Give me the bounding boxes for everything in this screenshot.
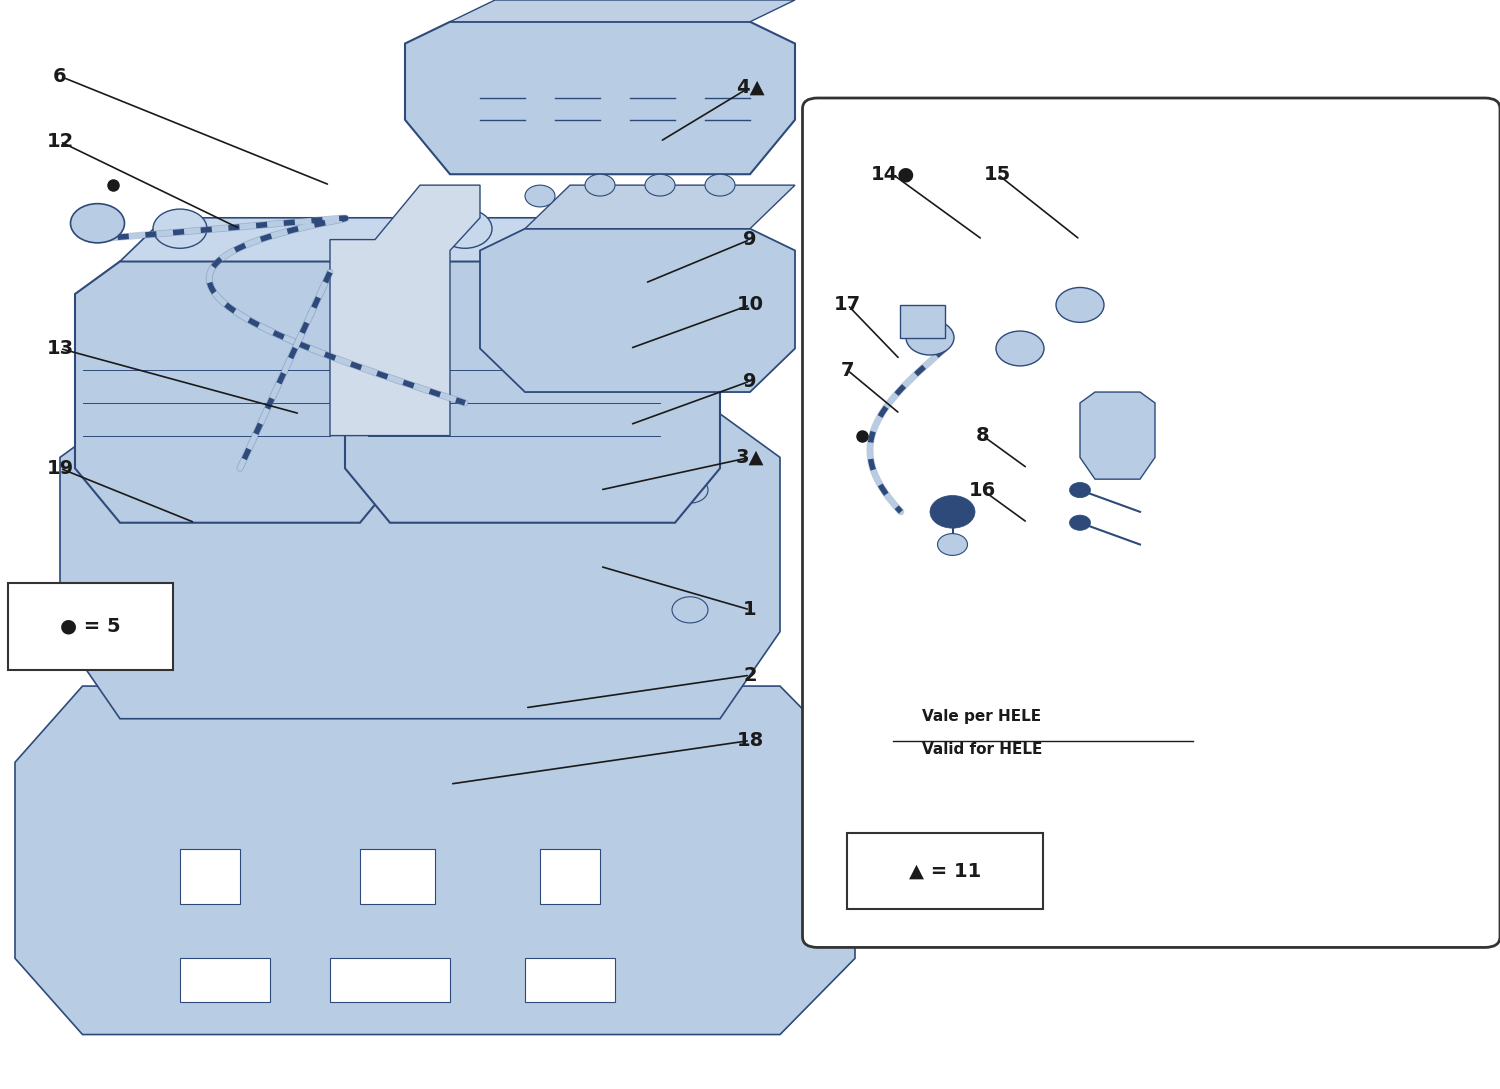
Circle shape — [672, 597, 708, 623]
Circle shape — [672, 477, 708, 503]
FancyBboxPatch shape — [8, 583, 172, 670]
Text: 8: 8 — [975, 426, 990, 445]
Polygon shape — [180, 958, 270, 1002]
Text: 9: 9 — [744, 371, 756, 391]
Text: 18: 18 — [736, 731, 764, 750]
Text: 9: 9 — [744, 230, 756, 249]
Circle shape — [996, 331, 1044, 366]
Text: Vale per HELE: Vale per HELE — [922, 709, 1041, 724]
Circle shape — [153, 209, 207, 248]
FancyBboxPatch shape — [802, 98, 1500, 947]
Circle shape — [906, 320, 954, 355]
Polygon shape — [405, 22, 795, 174]
Text: 17: 17 — [834, 295, 861, 315]
Polygon shape — [345, 261, 720, 523]
Polygon shape — [480, 229, 795, 392]
Circle shape — [603, 209, 657, 248]
Polygon shape — [330, 958, 450, 1002]
Circle shape — [1070, 515, 1090, 530]
Text: 15: 15 — [984, 164, 1011, 184]
Circle shape — [930, 495, 975, 528]
Text: 7: 7 — [840, 360, 854, 380]
Polygon shape — [390, 218, 720, 261]
Polygon shape — [1080, 392, 1155, 479]
Polygon shape — [60, 414, 780, 719]
Polygon shape — [90, 359, 750, 414]
Circle shape — [585, 174, 615, 196]
Text: 1: 1 — [742, 600, 758, 620]
Text: 4▲: 4▲ — [735, 77, 765, 97]
Circle shape — [525, 185, 555, 207]
Polygon shape — [540, 849, 600, 904]
Text: 10: 10 — [736, 295, 764, 315]
Text: 3▲: 3▲ — [735, 448, 764, 467]
Text: 19: 19 — [46, 458, 74, 478]
Circle shape — [70, 204, 124, 243]
Text: 13: 13 — [46, 339, 74, 358]
Polygon shape — [525, 185, 795, 229]
Polygon shape — [75, 261, 405, 523]
Polygon shape — [180, 849, 240, 904]
Circle shape — [705, 174, 735, 196]
Text: 6: 6 — [53, 66, 68, 86]
Circle shape — [1056, 287, 1104, 322]
Text: Valid for HELE: Valid for HELE — [922, 742, 1042, 757]
Polygon shape — [360, 849, 435, 904]
Text: 14●: 14● — [870, 164, 915, 184]
Text: ▲ = 11: ▲ = 11 — [909, 861, 981, 881]
Polygon shape — [525, 958, 615, 1002]
Text: 2: 2 — [742, 665, 758, 685]
Circle shape — [132, 597, 168, 623]
Circle shape — [132, 477, 168, 503]
Polygon shape — [450, 0, 795, 22]
Circle shape — [438, 209, 492, 248]
Polygon shape — [120, 218, 405, 261]
Text: ● = 5: ● = 5 — [60, 616, 120, 636]
Polygon shape — [900, 305, 945, 338]
Circle shape — [938, 534, 968, 555]
Circle shape — [1070, 482, 1090, 498]
Polygon shape — [15, 686, 855, 1035]
FancyBboxPatch shape — [847, 833, 1042, 909]
Text: 16: 16 — [969, 480, 996, 500]
Circle shape — [645, 174, 675, 196]
Polygon shape — [330, 185, 480, 436]
Text: 12: 12 — [46, 132, 74, 151]
